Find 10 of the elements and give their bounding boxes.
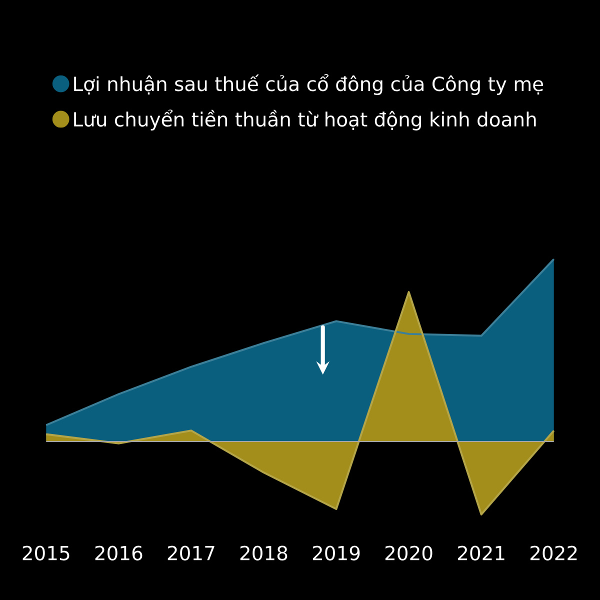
x-tick-label: 2017 — [168, 546, 214, 560]
x-tick-label: 2021 — [458, 546, 504, 560]
x-tick-label: 2018 — [240, 546, 288, 560]
x-tick-label: 2020 — [385, 546, 432, 560]
x-tick-label: 2015 — [22, 546, 70, 560]
x-tick-label: 2022 — [530, 546, 577, 560]
legend-label: Lưu chuyển tiền thuần từ hoạt động kinh doanh — [74, 110, 536, 130]
x-tick-label: 2019 — [312, 546, 360, 560]
x-tick-label: 2016 — [95, 546, 142, 560]
legend-label: Lợi nhuận sau thuế của cổ đông của Công ty mẹ — [74, 74, 544, 96]
